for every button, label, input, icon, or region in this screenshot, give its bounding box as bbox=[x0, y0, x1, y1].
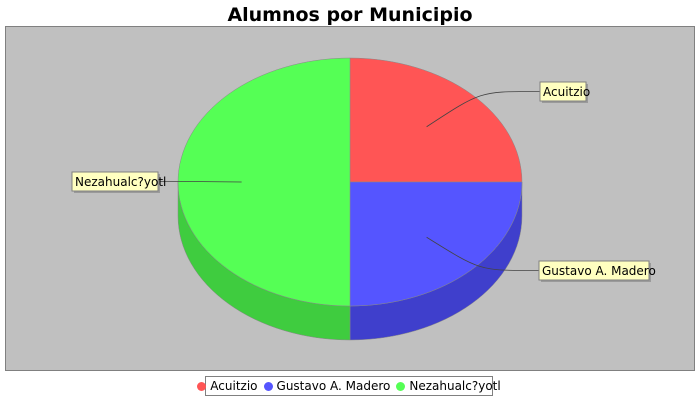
legend-label: Gustavo A. Madero bbox=[276, 379, 391, 393]
pie-slice-nezahualc-yotl[interactable] bbox=[177, 57, 351, 307]
label-connector bbox=[426, 236, 539, 271]
pie-label: Acuitzio bbox=[543, 85, 590, 99]
pie-label: Gustavo A. Madero bbox=[542, 264, 656, 278]
pie-slice-acuitzio[interactable] bbox=[349, 57, 523, 183]
pie-label-box bbox=[539, 81, 587, 102]
pie-slices bbox=[177, 57, 523, 307]
legend: Acuitzio Gustavo A. Madero Nezahualc?yotl bbox=[197, 376, 501, 396]
pie-label-box bbox=[538, 260, 650, 281]
legend-label: Acuitzio bbox=[210, 379, 258, 393]
legend-item: Acuitzio bbox=[197, 379, 258, 393]
legend-swatch bbox=[396, 381, 406, 391]
pie-label-box bbox=[71, 171, 159, 192]
legend-item: Gustavo A. Madero bbox=[263, 379, 391, 393]
legend-swatch bbox=[263, 381, 273, 391]
label-connector bbox=[158, 181, 242, 183]
pie-label: Nezahualc?yotl bbox=[75, 175, 166, 189]
pie-labels: Acuitzio Gustavo A. Madero Nezahualc?yotl bbox=[71, 81, 656, 282]
legend-item: Nezahualc?yotl bbox=[396, 379, 501, 393]
label-connector bbox=[426, 91, 540, 128]
legend-label: Nezahualc?yotl bbox=[409, 379, 501, 393]
legend-swatch bbox=[197, 381, 207, 391]
chart-title: Alumnos por Municipio bbox=[227, 4, 473, 26]
pie-slice-gustavo-a-madero[interactable] bbox=[349, 181, 523, 307]
